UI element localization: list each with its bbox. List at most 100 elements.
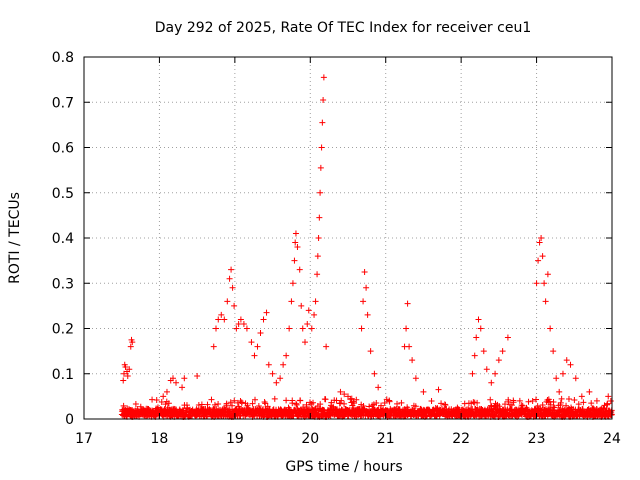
data-point	[556, 388, 563, 395]
baseline-point	[283, 397, 290, 404]
baseline-point	[286, 405, 293, 412]
baseline-point	[238, 399, 245, 406]
baseline-point	[338, 397, 345, 404]
data-point	[578, 393, 585, 400]
baseline-point	[470, 399, 477, 406]
baseline-point	[227, 399, 234, 406]
x-tick-label: 24	[603, 431, 621, 447]
baseline-point	[501, 401, 508, 408]
data-point	[375, 384, 382, 391]
data-point	[269, 370, 276, 377]
baseline-point	[366, 403, 373, 410]
baseline-point	[442, 401, 449, 408]
baseline-point	[550, 404, 557, 411]
data-point	[265, 361, 272, 368]
baseline-point	[252, 396, 259, 403]
baseline-point	[438, 400, 445, 407]
data-point	[226, 275, 233, 282]
x-axis-label: GPS time / hours	[285, 459, 402, 475]
x-tick-label: 23	[528, 431, 546, 447]
data-point	[292, 239, 299, 246]
data-point	[312, 298, 319, 305]
y-tick-label: 0.7	[52, 95, 74, 111]
baseline-point	[249, 400, 256, 407]
baseline-point	[428, 397, 435, 404]
data-point	[181, 375, 188, 382]
baseline-point	[551, 404, 558, 411]
data-point	[120, 370, 127, 377]
data-point	[318, 144, 325, 151]
data-point	[218, 311, 225, 318]
data-point	[550, 348, 557, 355]
data-point	[559, 370, 566, 377]
data-point	[210, 343, 217, 350]
data-point	[367, 348, 374, 355]
data-point	[371, 370, 378, 377]
data-point	[488, 379, 495, 386]
data-point	[547, 325, 554, 332]
axis-ticks	[83, 56, 613, 420]
data-point	[317, 164, 324, 171]
baseline-point	[588, 400, 595, 407]
data-point	[233, 325, 240, 332]
data-point	[120, 377, 127, 384]
baseline-point	[550, 399, 557, 406]
data-point	[538, 235, 545, 241]
data-point	[257, 330, 264, 337]
baseline-point	[487, 402, 494, 409]
data-point	[348, 395, 355, 402]
data-point	[277, 375, 284, 382]
data-point	[308, 325, 315, 332]
data-point	[363, 284, 370, 291]
data-point	[499, 348, 506, 355]
baseline-point	[322, 396, 329, 403]
data-point	[542, 298, 549, 305]
data-point	[228, 266, 235, 273]
y-tick-labels: 0 0.1 0.2 0.3 0.4 0.5 0.6 0.7 0.8	[52, 50, 74, 428]
data-point	[311, 311, 318, 318]
data-point	[563, 357, 570, 364]
data-point	[237, 316, 244, 323]
baseline-point	[165, 400, 172, 407]
data-point	[260, 316, 267, 323]
data-point	[213, 325, 219, 332]
baseline-point	[539, 402, 546, 409]
baseline-point	[271, 395, 278, 402]
baseline-point	[516, 397, 523, 404]
baseline-point	[158, 398, 165, 405]
data-point	[173, 379, 180, 386]
baseline-point	[412, 403, 419, 410]
data-point	[601, 402, 608, 409]
baseline-point	[487, 396, 494, 403]
baseline-point	[264, 403, 271, 410]
data-point	[179, 384, 186, 391]
data-point	[170, 375, 177, 382]
data-point	[194, 373, 201, 380]
data-point	[305, 307, 312, 314]
baseline-point	[261, 398, 268, 405]
data-point	[243, 325, 250, 332]
data-point	[320, 96, 327, 103]
data-point	[283, 352, 290, 359]
baseline-point	[417, 405, 424, 412]
data-point	[221, 316, 228, 323]
baseline-point	[310, 399, 317, 406]
data-point	[235, 320, 242, 327]
baseline-point	[386, 398, 393, 405]
data-point	[304, 320, 311, 327]
data-point	[316, 214, 323, 221]
baseline-point	[533, 396, 540, 403]
baseline-point	[529, 398, 536, 405]
data-point	[553, 375, 560, 382]
data-point	[403, 325, 410, 332]
data-point	[127, 343, 134, 350]
data-point	[361, 268, 368, 275]
baseline-point	[378, 402, 385, 409]
data-point	[435, 386, 442, 393]
x-tick-label: 21	[377, 431, 395, 447]
baseline-point	[565, 396, 572, 403]
baseline-point	[571, 396, 578, 403]
data-point	[345, 393, 351, 400]
data-point	[492, 370, 499, 377]
